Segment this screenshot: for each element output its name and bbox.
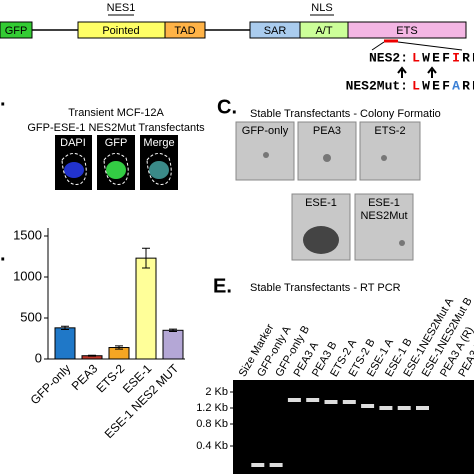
error-bar bbox=[115, 345, 123, 350]
gfp-signal bbox=[106, 161, 126, 179]
residue: F bbox=[442, 78, 450, 93]
colony bbox=[323, 154, 331, 162]
band bbox=[397, 406, 411, 410]
error-bar bbox=[88, 354, 96, 357]
band bbox=[251, 463, 265, 467]
title: GFP-ESE-1 NES2Mut Transfectants bbox=[27, 122, 205, 134]
nucleus bbox=[64, 162, 84, 178]
domain-label: GFP bbox=[5, 25, 28, 37]
residue: L bbox=[412, 50, 420, 65]
residue: R bbox=[462, 78, 470, 93]
image-label: ETS-2 bbox=[374, 125, 405, 137]
image bbox=[359, 121, 421, 181]
zoom-line bbox=[371, 41, 385, 51]
size-label: 0.8 Kb bbox=[196, 418, 228, 430]
domain-label: A/T bbox=[315, 25, 332, 37]
band bbox=[306, 398, 320, 402]
cell-outline bbox=[61, 153, 172, 185]
image bbox=[297, 121, 357, 181]
band bbox=[361, 404, 375, 408]
panel-label: C. bbox=[217, 96, 237, 118]
image-label: ESE-1 bbox=[368, 197, 400, 209]
residue: E bbox=[432, 50, 440, 65]
band bbox=[324, 400, 338, 404]
colony bbox=[381, 155, 387, 161]
size-label: 2 Kb bbox=[205, 386, 228, 398]
bar bbox=[135, 257, 157, 360]
y-tick-label: 0 bbox=[35, 350, 42, 365]
image-label: DAPI bbox=[60, 137, 86, 149]
domain-label: Pointed bbox=[102, 25, 139, 37]
colony bbox=[399, 240, 405, 246]
title: Transient MCF-12A bbox=[68, 107, 164, 119]
panel-label: . bbox=[0, 88, 6, 110]
seq-label: NES2: bbox=[369, 50, 408, 65]
zoom-line bbox=[397, 41, 463, 51]
domain-ets bbox=[347, 21, 467, 39]
panel-label: E. bbox=[213, 275, 232, 297]
size-label: 0.4 Kb bbox=[196, 440, 228, 452]
residue: W bbox=[422, 50, 430, 65]
image bbox=[235, 121, 295, 181]
bar bbox=[162, 329, 184, 360]
site-label: NLS bbox=[311, 2, 332, 14]
image-label: GFP-only bbox=[242, 125, 289, 137]
image-label: ESE-1 bbox=[305, 197, 337, 209]
image-label: Merge bbox=[143, 137, 174, 149]
image bbox=[354, 193, 414, 261]
image-label: NES2Mut bbox=[360, 210, 407, 222]
bar bbox=[54, 327, 76, 360]
seq-label: NES2Mut: bbox=[346, 78, 408, 93]
residue: D bbox=[472, 50, 474, 65]
title: Stable Transfectants - Colony Formatio bbox=[250, 108, 441, 120]
panel-label: . bbox=[0, 243, 6, 265]
band bbox=[379, 406, 393, 410]
domain-label: TAD bbox=[174, 25, 195, 37]
domain-label: SAR bbox=[264, 25, 287, 37]
band bbox=[287, 398, 301, 402]
band bbox=[416, 406, 429, 410]
error-bar bbox=[142, 247, 150, 269]
image-label: GFP bbox=[105, 137, 128, 149]
size-label: 1.2 Kb bbox=[196, 402, 228, 414]
colony bbox=[263, 152, 269, 158]
image-label: PEA3 bbox=[313, 125, 341, 137]
domain-label: ETS bbox=[396, 25, 417, 37]
band bbox=[342, 400, 356, 404]
arrows bbox=[397, 66, 437, 78]
site-label: NES1 bbox=[107, 2, 136, 14]
residue: R bbox=[462, 50, 470, 65]
merge-signal bbox=[149, 161, 169, 179]
domain-tad bbox=[164, 21, 206, 39]
residue: D bbox=[472, 78, 474, 93]
residue: E bbox=[432, 78, 440, 93]
residue: W bbox=[422, 78, 430, 93]
x-tick-label: GFP-only bbox=[28, 361, 74, 407]
residue: L bbox=[412, 78, 420, 93]
x-tick-label: ETS-2 bbox=[93, 361, 127, 395]
y-tick-label: 1500 bbox=[13, 227, 42, 242]
error-bar bbox=[169, 328, 177, 333]
colony bbox=[303, 226, 339, 254]
title: Stable Transfectants - RT PCR bbox=[250, 282, 401, 294]
residue: I bbox=[452, 50, 460, 65]
residue: A bbox=[452, 78, 460, 93]
gel bbox=[233, 380, 474, 474]
y-tick-label: 500 bbox=[20, 309, 42, 324]
error-bar bbox=[61, 325, 69, 330]
band bbox=[269, 463, 283, 467]
residue: F bbox=[442, 50, 450, 65]
domain-gfp bbox=[0, 21, 33, 39]
y-tick-label: 1000 bbox=[13, 268, 42, 283]
